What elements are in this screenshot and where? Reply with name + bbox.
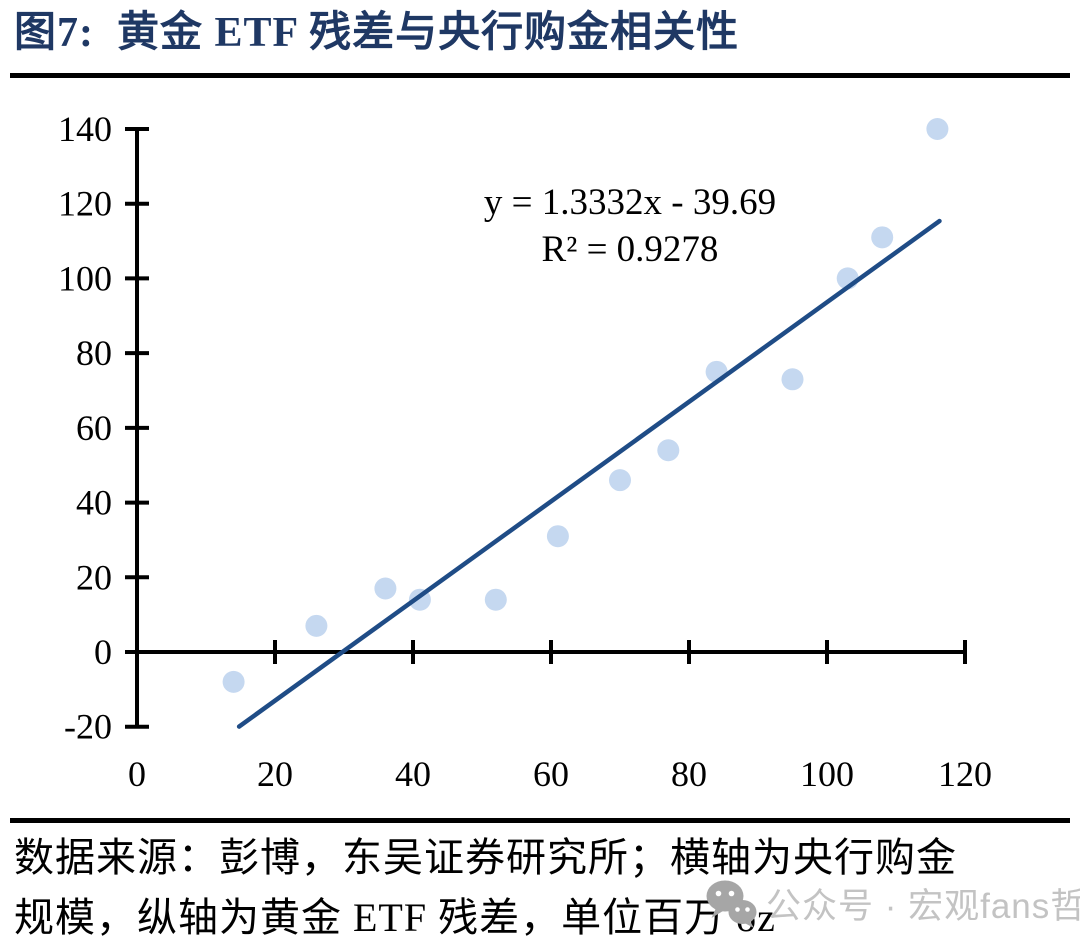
- x-tick-label: 80: [671, 754, 707, 794]
- y-tick-label: 100: [58, 258, 112, 298]
- scatter-point: [926, 118, 949, 141]
- scatter-point: [484, 588, 507, 611]
- scatter-point: [657, 439, 680, 462]
- top-divider: [10, 73, 1070, 78]
- trendline-r2: R² = 0.9278: [542, 229, 719, 270]
- x-tick-label: 40: [395, 754, 431, 794]
- y-tick-label: 40: [76, 483, 112, 523]
- source-note-line1: 数据来源：彭博，东吴证券研究所；横轴为央行购金: [14, 835, 957, 880]
- y-tick-label: 80: [76, 333, 112, 373]
- x-tick-label: 20: [257, 754, 293, 794]
- trend-line: [236, 218, 942, 729]
- y-tick-label: 20: [76, 557, 112, 597]
- x-tick-label: 0: [128, 754, 146, 794]
- figure-title: 图7: 黄金 ETF 残差与央行购金相关性: [14, 10, 740, 56]
- source-note: 数据来源：彭博，东吴证券研究所；横轴为央行购金 规模，纵轴为黄金 ETF 残差，…: [14, 828, 1066, 948]
- scatter-point: [781, 368, 804, 391]
- bottom-divider: [10, 818, 1070, 823]
- trendline-equation: y = 1.3332x - 39.69: [484, 182, 776, 223]
- scatter-chart: -20 0 20 40 60 80 100 120 140 0 20 40 60 80 100 120 y = …: [58, 109, 992, 794]
- x-tick-label: 120: [938, 754, 992, 794]
- y-tick-label: 120: [58, 184, 112, 224]
- scatter-point: [609, 469, 631, 492]
- source-note-line2: 规模，纵轴为黄金 ETF 残差，单位百万 oz: [14, 895, 776, 940]
- y-tick-label: 60: [76, 408, 112, 448]
- scatter-point: [871, 226, 894, 249]
- scatter-point: [374, 577, 397, 600]
- scatter-point: [546, 525, 569, 548]
- y-tick-label: 0: [94, 632, 112, 672]
- y-tick-label: -20: [64, 707, 112, 747]
- scatter-point: [222, 670, 245, 693]
- x-tick-label: 100: [800, 754, 854, 794]
- scatter-point: [305, 614, 328, 637]
- x-tick-label: 60: [533, 754, 569, 794]
- y-tick-label: 140: [58, 109, 112, 149]
